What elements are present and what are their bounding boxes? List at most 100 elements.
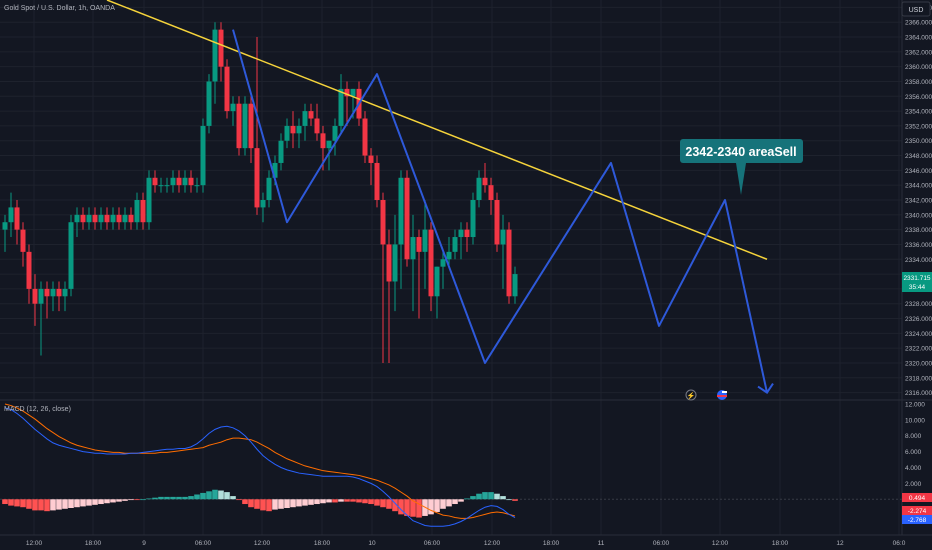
candle-body — [134, 200, 140, 223]
candle-body — [74, 214, 80, 223]
grid — [0, 0, 902, 535]
macd-histogram-bar — [188, 496, 194, 500]
time-tick-label: 12 — [836, 540, 844, 547]
price-tick-label: 2334.000 — [905, 257, 932, 264]
candle-body — [242, 103, 248, 149]
macd-histogram-bar — [230, 496, 236, 500]
macd-histogram-bar — [344, 499, 350, 502]
time-tick-label: 18:00 — [772, 540, 789, 547]
candle-body — [92, 214, 98, 223]
macd-histogram-bar — [404, 499, 410, 516]
price-tick-label: 2358.000 — [905, 79, 932, 86]
candle-body — [86, 214, 92, 223]
macd-histogram-bar — [98, 499, 104, 505]
macd-histogram-bar — [350, 499, 356, 502]
candle-body — [44, 288, 50, 297]
price-tick-label: 2348.000 — [905, 153, 932, 160]
price-tick-label: 2316.000 — [905, 390, 932, 397]
price-tick-label: 2360.000 — [905, 64, 932, 71]
candle-body — [260, 200, 266, 208]
price-tick-label: 2324.000 — [905, 331, 932, 338]
price-tick-label: 2366.000 — [905, 20, 932, 27]
price-tick-label: 2342.000 — [905, 198, 932, 205]
macd-signal-value: -2.274 — [908, 508, 927, 515]
candle-body — [500, 229, 506, 245]
candle-body — [248, 103, 254, 149]
candle-body — [158, 185, 164, 187]
candle-body — [152, 177, 158, 186]
macd-histogram-bar — [356, 499, 362, 503]
candle-body — [296, 125, 302, 134]
candle-body — [8, 207, 14, 223]
candle-body — [380, 200, 386, 245]
macd-signal-line — [4, 403, 516, 519]
price-tick-label: 2364.000 — [905, 35, 932, 42]
macd-histogram-bar — [374, 499, 380, 506]
macd-histogram-bar — [410, 499, 416, 517]
candle-body — [32, 288, 38, 304]
price-tick-label: 2322.000 — [905, 346, 932, 353]
macd-hist-value: 0.494 — [909, 495, 926, 502]
macd-histogram-bar — [182, 496, 188, 500]
macd-line — [4, 407, 516, 527]
currency-label: USD — [909, 7, 924, 14]
macd-histogram-bar — [434, 499, 440, 512]
lightning-icon[interactable]: ⚡ — [685, 389, 697, 401]
projection-arrowhead — [757, 383, 774, 394]
macd-histogram-bar — [206, 491, 212, 500]
macd-histogram-bar — [458, 499, 464, 502]
macd-histogram-bar — [86, 499, 92, 506]
macd-histogram-bar — [38, 499, 44, 511]
candle-body — [506, 229, 512, 297]
macd-histogram-bar — [116, 499, 122, 502]
macd-histogram-bar — [32, 499, 38, 511]
macd-histogram-bar — [152, 497, 158, 500]
macd-histogram-bar — [20, 499, 26, 508]
candle-body — [422, 229, 428, 252]
annotation-pointer — [736, 163, 746, 195]
macd-tick-label: 2.000 — [905, 481, 922, 488]
candle-body — [416, 237, 422, 252]
candle-body — [122, 214, 128, 223]
macd-histogram-bar — [308, 499, 314, 505]
candle-body — [440, 259, 446, 267]
macd-histogram-bar — [284, 499, 290, 508]
macd-histogram-bar — [74, 499, 80, 508]
price-tick-label: 2362.000 — [905, 49, 932, 56]
symbol-title: Gold Spot / U.S. Dollar, 1h, OANDA — [4, 5, 115, 12]
macd-line-value: -2.768 — [908, 517, 927, 524]
macd-histogram-bar — [8, 499, 14, 506]
candle-body — [386, 244, 392, 282]
macd-tick-label: 10.000 — [905, 417, 925, 424]
projection-path — [232, 29, 768, 393]
candle-body — [20, 229, 26, 252]
candle-body — [488, 185, 494, 200]
time-tick-label: 06:0 — [893, 540, 906, 547]
candle-body — [326, 140, 332, 149]
macd-histogram-bar — [332, 499, 338, 503]
candle-body — [470, 200, 476, 238]
macd-histogram-bar — [446, 499, 452, 507]
candle-body — [50, 288, 56, 297]
macd-histogram-bar — [338, 499, 344, 502]
time-tick-label: 06:00 — [653, 540, 670, 547]
us-flag-icon[interactable] — [717, 390, 727, 400]
macd-histogram-bar — [200, 492, 206, 500]
annotation-callout[interactable]: 2342-2340 areaSell — [680, 139, 803, 195]
candle-body — [68, 222, 74, 289]
macd-histogram-bar — [44, 499, 50, 512]
macd-histogram-bar — [134, 499, 140, 501]
time-tick-label: 06:00 — [195, 540, 212, 547]
macd-histogram-bar — [170, 496, 176, 500]
price-tick-label: 2320.000 — [905, 360, 932, 367]
macd-histogram-bar — [224, 492, 230, 500]
time-tick-label: 18:00 — [85, 540, 102, 547]
macd-histogram-bar — [482, 492, 488, 500]
currency-button[interactable]: USD — [901, 1, 931, 17]
price-tick-label: 2352.000 — [905, 123, 932, 130]
macd-label: MACD (12, 26, close) — [4, 406, 71, 413]
candle-body — [200, 125, 206, 186]
countdown: 35:44 — [909, 284, 926, 291]
